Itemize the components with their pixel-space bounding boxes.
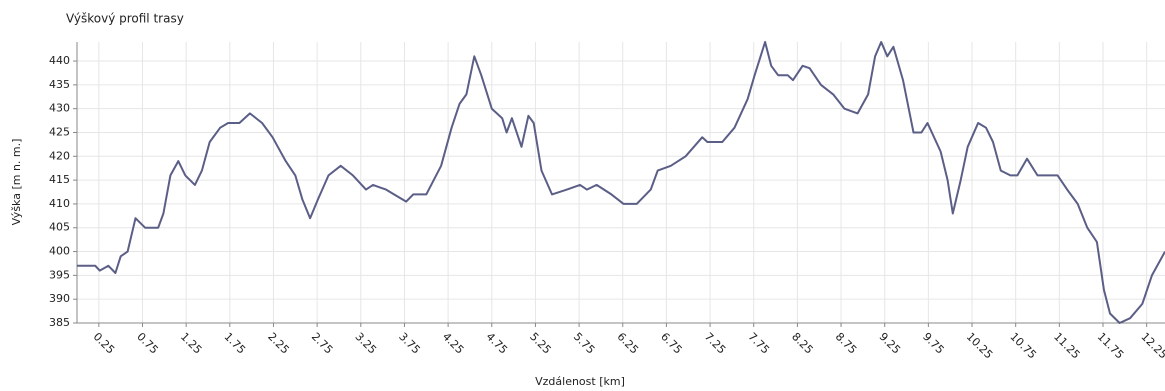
x-tick-label: 4.25	[440, 330, 467, 357]
y-tick-label: 400	[49, 245, 70, 258]
x-tick-label: 9.75	[920, 330, 947, 357]
x-tick-label: 11.25	[1051, 330, 1082, 361]
x-tick-label: 11.75	[1095, 330, 1126, 361]
x-tick-label: 8.25	[789, 330, 816, 357]
x-tick-label: 1.25	[178, 330, 205, 357]
x-tick-label: 9.25	[876, 330, 903, 357]
y-tick-label: 415	[49, 173, 70, 186]
y-tick-label: 395	[49, 268, 70, 281]
y-axis-label: Výška [m n. m.]	[10, 139, 23, 226]
x-axis-label: Vzdálenost [km]	[535, 375, 625, 388]
x-tick-label: 5.25	[527, 330, 554, 357]
x-tick-label: 7.25	[702, 330, 729, 357]
elevation-line	[77, 41, 1165, 324]
y-tick-label: 410	[49, 197, 70, 210]
y-tick-label: 440	[49, 54, 70, 67]
y-tick-label: 430	[49, 102, 70, 115]
x-tick-label: 3.75	[396, 330, 423, 357]
x-tick-label: 0.25	[91, 330, 118, 357]
x-tick-label: 1.75	[222, 330, 249, 357]
x-tick-label: 6.25	[615, 330, 642, 357]
y-tick-label: 390	[49, 292, 70, 305]
x-tick-label: 8.75	[833, 330, 860, 357]
x-tick-label: 2.75	[309, 330, 336, 357]
x-tick-label: 7.75	[745, 330, 772, 357]
x-tick-label: 6.75	[658, 330, 685, 357]
x-tick-label: 4.75	[484, 330, 511, 357]
chart-title: Výškový profil trasy	[66, 12, 184, 26]
x-tick-label: 5.75	[571, 330, 598, 357]
x-tick-label: 3.25	[353, 330, 380, 357]
y-tick-label: 385	[49, 316, 70, 329]
x-tick-label: 10.75	[1007, 330, 1038, 361]
x-tick-label: 12.25	[1138, 330, 1165, 361]
x-tick-label: 10.25	[964, 330, 995, 361]
x-tick-label: 0.75	[134, 330, 161, 357]
x-tick-label: 2.25	[265, 330, 292, 357]
y-tick-label: 420	[49, 149, 70, 162]
y-tick-label: 405	[49, 221, 70, 234]
y-tick-label: 425	[49, 125, 70, 138]
y-tick-label: 435	[49, 78, 70, 91]
